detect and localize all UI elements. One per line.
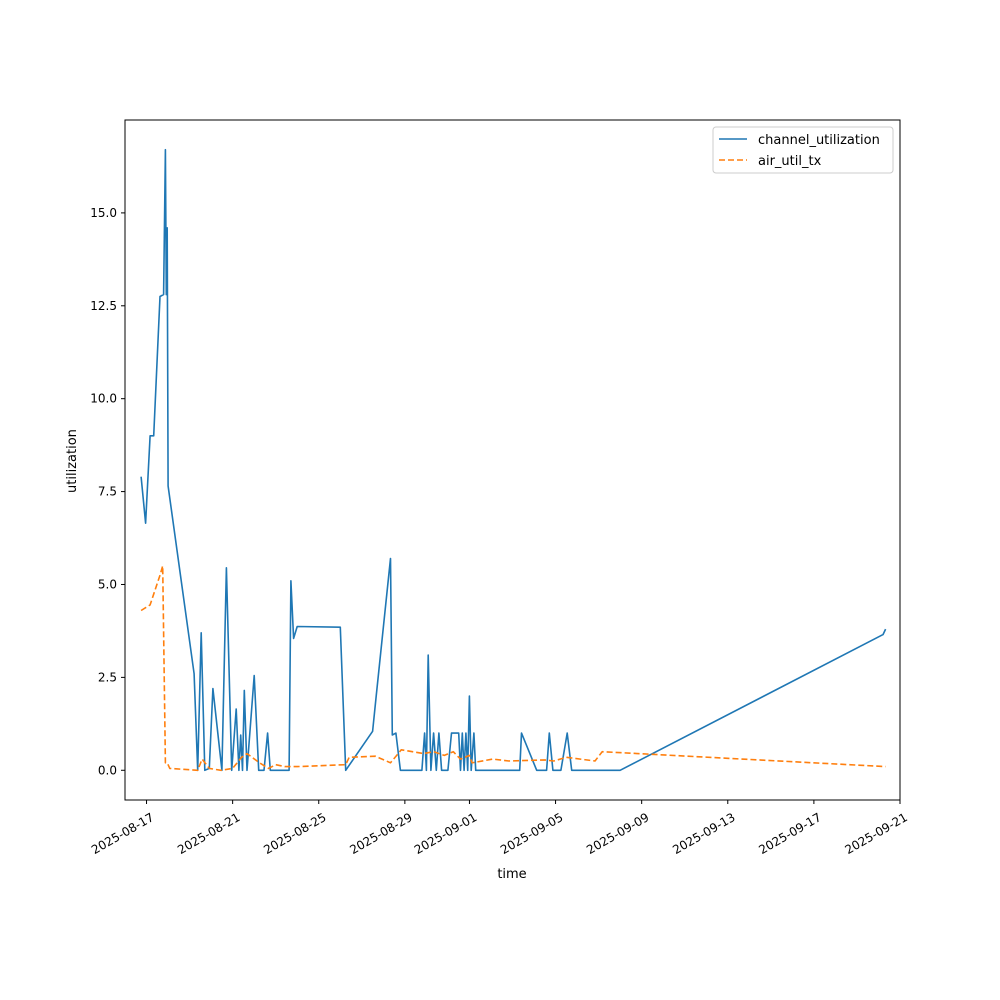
legend-label-air-util-tx: air_util_tx bbox=[758, 154, 822, 169]
y-tick-label: 7.5 bbox=[98, 485, 117, 499]
series-line-channel-utilization bbox=[140, 148, 887, 772]
y-tick-label: 15.0 bbox=[90, 206, 117, 220]
y-tick-label: 12.5 bbox=[90, 299, 117, 313]
legend-box bbox=[712, 126, 894, 174]
series-line-air-util-tx bbox=[140, 565, 886, 772]
legend-label-channel-utilization: channel_utilization bbox=[758, 133, 880, 148]
legend: channel_utilization air_util_tx bbox=[712, 126, 894, 174]
y-tick-label: 5.0 bbox=[98, 577, 117, 591]
plot-lines bbox=[140, 148, 887, 772]
y-axis-ticks: 0.0 2.5 5.0 7.5 10.0 12.5 15.0 bbox=[90, 206, 125, 777]
y-tick-label: 10.0 bbox=[90, 392, 117, 406]
y-tick-label: 2.5 bbox=[98, 670, 117, 684]
plot-frame bbox=[124, 119, 901, 801]
y-tick-label: 0.0 bbox=[98, 763, 117, 777]
y-axis-label: utilization bbox=[65, 429, 80, 493]
x-axis-label: time bbox=[497, 867, 526, 882]
